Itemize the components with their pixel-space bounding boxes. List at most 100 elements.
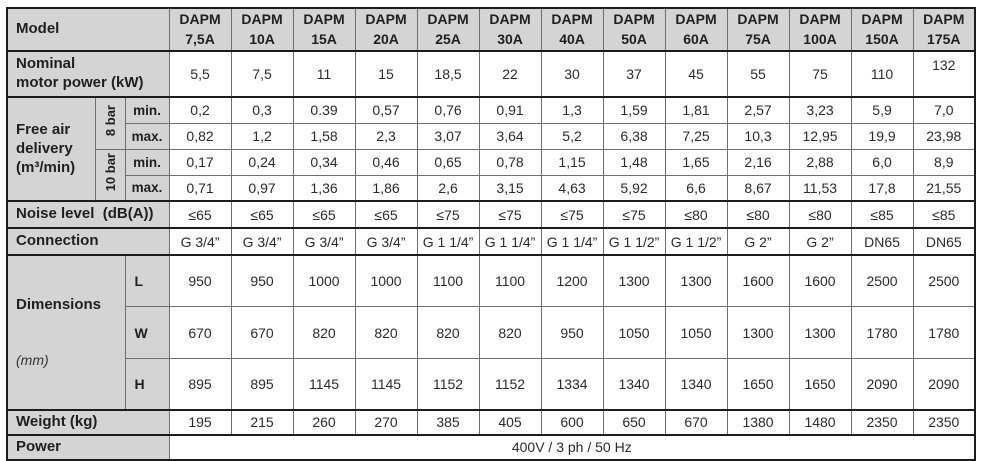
noise-level-label: Noise level (dB(A)) [6,200,170,229]
motor-power-value: 132 [912,50,976,98]
free-air-10bar-min-value: 0,46 [354,148,418,176]
model-brand: DAPM [179,11,221,27]
connection-label: Connection [6,227,170,256]
free-air-8bar-min-value: 1,3 [540,96,604,124]
noise-level-value: ≤75 [478,200,542,229]
model-size: 150A [865,30,899,47]
noise-level-value: ≤75 [540,200,604,229]
weight-value: 195 [168,408,232,436]
free-air-8bar-min-value: 0,57 [354,96,418,124]
dimension-h-value: 1152 [416,357,480,411]
motor-power-value: 7,5 [230,50,294,98]
dimension-w-value: 820 [416,306,480,359]
weight-value: 2350 [912,408,976,436]
free-air-8bar-min-value: 2,57 [726,96,790,124]
model-size: 15A [311,30,337,47]
dimension-h-value: 895 [168,357,232,411]
weight-value: 600 [540,408,604,436]
noise-level-value: ≤65 [230,200,294,229]
free-air-8bar-min-value: 0,76 [416,96,480,124]
weight-value: 385 [416,408,480,436]
free-air-8bar-max-value: 5,2 [540,122,604,150]
model-header-cell: DAPM 150A [850,7,914,52]
free-air-8bar-max-value: 12,95 [788,122,852,150]
model-brand: DAPM [303,11,345,27]
row-dimension-l: Dimensions (mm) L 950 950 1000 1000 1100 1100… [6,254,976,411]
max-label: max. [124,174,170,202]
free-air-8bar-max-value: 0,82 [168,122,232,150]
model-brand: DAPM [427,11,469,27]
connection-value: G 2” [726,227,790,256]
model-header-cell: DAPM 175A [912,7,976,52]
free-air-10bar-max-value: 2,6 [416,174,480,202]
dimension-w-label: W [124,306,170,359]
model-brand: DAPM [675,11,717,27]
free-air-10bar-min-value: 1,65 [664,148,728,176]
motor-power-value: 18,5 [416,50,480,98]
row-power: Power 400V / 3 ph / 50 Hz [6,433,976,461]
motor-power-label: Nominal motor power (kW) [6,50,170,98]
free-air-10bar-min-value: 1,48 [602,148,666,176]
free-air-10bar-max-value: 21,55 [912,174,976,202]
row-free-air-8bar-min: Free air delivery (m³/min) 8 bar min. 0,… [6,96,976,202]
row-dimension-w: W 670 670 820 820 820 820 950 1050 1050 1300 1300 1… [7,306,976,359]
power-label: Power [6,433,170,461]
connection-value: G 1 1/4” [540,227,604,256]
connection-value: DN65 [912,227,976,256]
dimension-l-value: 1600 [788,254,852,308]
weight-label: Weight (kg) [6,408,170,436]
model-brand: DAPM [737,11,779,27]
model-brand: DAPM [489,11,531,27]
free-air-10bar-max-value: 0,97 [230,174,294,202]
noise-level-value: ≤65 [292,200,356,229]
free-air-8bar-max-value: 19,9 [850,122,914,150]
free-air-label: Free air delivery (m³/min) [6,96,96,202]
model-header-cell: DAPM 60A [664,7,728,52]
dimension-l-value: 950 [168,254,232,308]
dimensions-unit: (mm) [16,351,49,368]
motor-power-value: 5,5 [168,50,232,98]
connection-value: G 3/4” [292,227,356,256]
motor-power-value: 22 [478,50,542,98]
weight-value: 670 [664,408,728,436]
model-brand: DAPM [613,11,655,27]
free-air-10bar-min-value: 2,88 [788,148,852,176]
free-air-10bar-max-value: 3,15 [478,174,542,202]
connection-value: G 1 1/2” [664,227,728,256]
dimension-l-label: L [124,254,170,308]
dimension-w-value: 1300 [788,306,852,359]
connection-value: G 3/4” [354,227,418,256]
free-air-10bar-max-value: 4,63 [540,174,604,202]
model-brand: DAPM [365,11,407,27]
free-air-10bar-min-value: 0,34 [292,148,356,176]
connection-value: G 1 1/4” [478,227,542,256]
dimension-h-value: 2090 [912,357,976,411]
motor-power-value: 45 [664,50,728,98]
dimension-h-value: 1650 [788,357,852,411]
model-size: 75A [745,30,771,47]
motor-power-value: 110 [850,50,914,98]
free-air-10bar-min-value: 2,16 [726,148,790,176]
dimension-w-value: 820 [478,306,542,359]
dimension-l-value: 1000 [354,254,418,308]
dimension-w-value: 820 [292,306,356,359]
motor-power-value: 15 [354,50,418,98]
dimension-w-value: 1780 [850,306,914,359]
max-label: max. [124,122,170,150]
dimension-h-value: 1340 [664,357,728,411]
dimension-w-value: 1050 [602,306,666,359]
free-air-10bar-max-value: 1,36 [292,174,356,202]
free-air-10bar-min-value: 0,78 [478,148,542,176]
weight-value: 215 [230,408,294,436]
free-air-8bar-min-value: 0,2 [168,96,232,124]
row-motor-power: Nominal motor power (kW) 5,5 7,5 11 15 18,5 2… [6,50,976,98]
free-air-8bar-max-value: 3,07 [416,122,480,150]
motor-power-value: 75 [788,50,852,98]
free-air-8bar-min-value: 7,0 [912,96,976,124]
weight-value: 1380 [726,408,790,436]
noise-level-value: ≤75 [416,200,480,229]
connection-value: G 1 1/4” [416,227,480,256]
model-header-cell: DAPM 75A [726,7,790,52]
dimension-h-value: 1152 [478,357,542,411]
dimension-h-value: 1650 [726,357,790,411]
